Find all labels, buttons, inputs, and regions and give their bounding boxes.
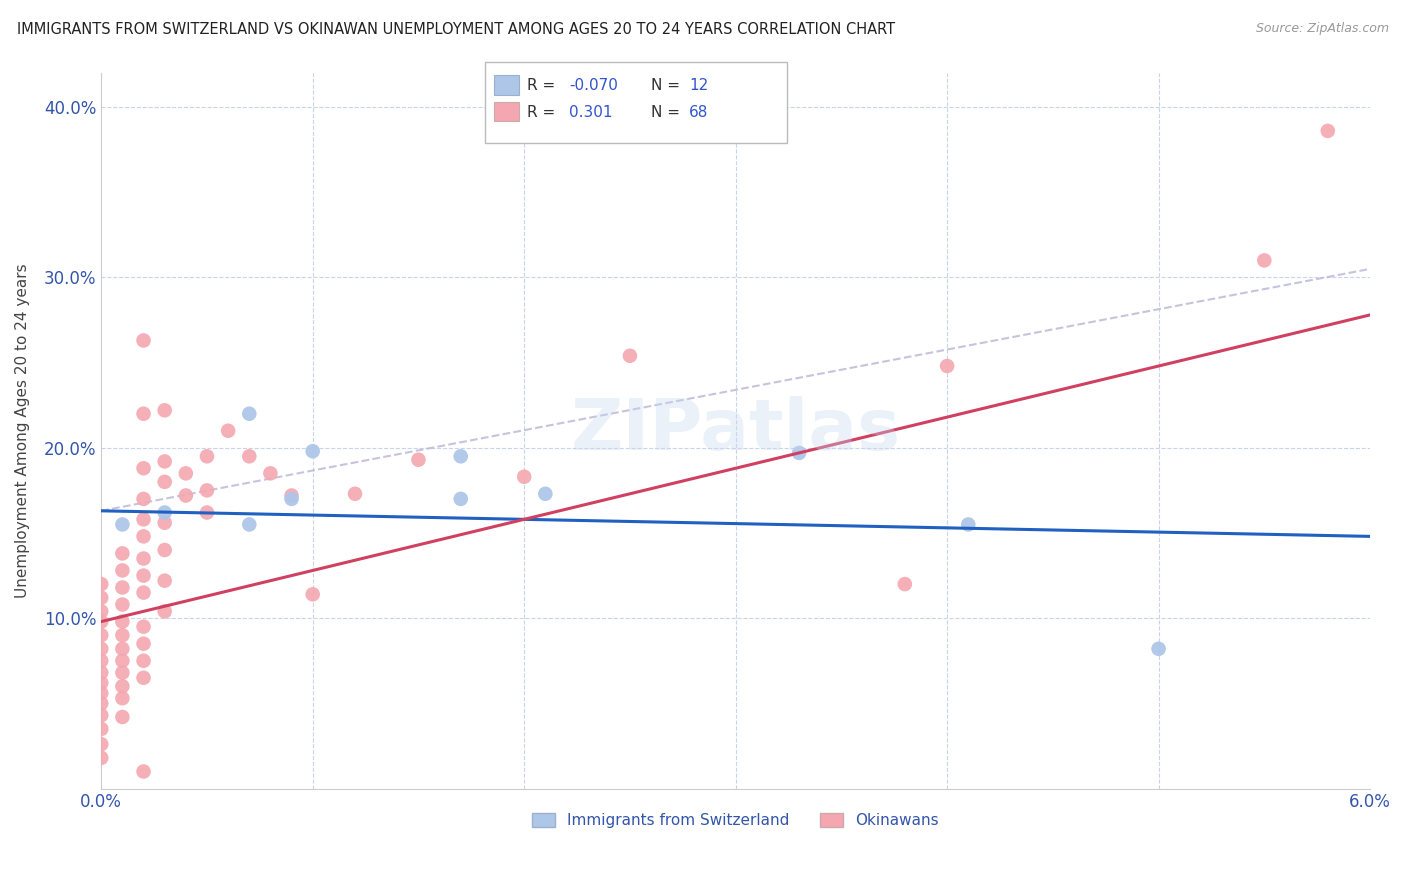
Point	[153, 475, 176, 489]
Text: R =: R =	[527, 105, 561, 120]
Point	[111, 517, 134, 532]
Point	[238, 407, 260, 421]
Text: N =: N =	[651, 105, 685, 120]
Point	[343, 487, 366, 501]
Text: 0.301: 0.301	[569, 105, 613, 120]
Point	[132, 491, 155, 506]
Point	[238, 517, 260, 532]
Point	[111, 691, 134, 706]
Point	[111, 546, 134, 560]
Point	[195, 450, 218, 464]
Point	[90, 708, 112, 723]
Point	[111, 598, 134, 612]
Point	[1316, 124, 1339, 138]
Point	[619, 349, 641, 363]
Text: R =: R =	[527, 78, 561, 93]
Point	[894, 577, 917, 591]
Point	[132, 620, 155, 634]
Point	[132, 585, 155, 599]
Point	[936, 359, 959, 373]
Point	[132, 407, 155, 421]
Point	[195, 506, 218, 520]
Text: IMMIGRANTS FROM SWITZERLAND VS OKINAWAN UNEMPLOYMENT AMONG AGES 20 TO 24 YEARS C: IMMIGRANTS FROM SWITZERLAND VS OKINAWAN …	[17, 22, 896, 37]
Point	[90, 641, 112, 656]
Point	[153, 454, 176, 468]
Point	[217, 424, 239, 438]
Point	[111, 679, 134, 693]
Point	[153, 574, 176, 588]
Point	[534, 487, 557, 501]
Point	[111, 665, 134, 680]
Point	[90, 591, 112, 605]
Point	[301, 587, 323, 601]
Point	[90, 676, 112, 690]
Point	[153, 506, 176, 520]
Text: 68: 68	[689, 105, 709, 120]
Point	[1253, 253, 1275, 268]
Text: ZIPatlas: ZIPatlas	[571, 396, 901, 466]
Text: N =: N =	[651, 78, 685, 93]
Point	[90, 615, 112, 629]
Point	[90, 577, 112, 591]
Point	[132, 551, 155, 566]
Point	[111, 615, 134, 629]
Point	[132, 654, 155, 668]
Point	[111, 564, 134, 578]
Point	[111, 641, 134, 656]
Point	[1147, 641, 1170, 656]
Point	[132, 568, 155, 582]
Point	[90, 604, 112, 618]
Point	[132, 461, 155, 475]
Point	[90, 654, 112, 668]
Point	[132, 671, 155, 685]
Point	[132, 637, 155, 651]
Text: Source: ZipAtlas.com: Source: ZipAtlas.com	[1256, 22, 1389, 36]
Point	[301, 444, 323, 458]
Point	[153, 403, 176, 417]
Point	[90, 722, 112, 736]
Point	[90, 628, 112, 642]
Point	[259, 467, 281, 481]
Point	[111, 710, 134, 724]
Point	[90, 737, 112, 751]
Point	[111, 581, 134, 595]
Legend: Immigrants from Switzerland, Okinawans: Immigrants from Switzerland, Okinawans	[526, 807, 945, 835]
Point	[195, 483, 218, 498]
Point	[408, 452, 430, 467]
Point	[90, 696, 112, 710]
Point	[153, 516, 176, 530]
Y-axis label: Unemployment Among Ages 20 to 24 years: Unemployment Among Ages 20 to 24 years	[15, 263, 30, 598]
Point	[132, 764, 155, 779]
Point	[90, 751, 112, 765]
Text: -0.070: -0.070	[569, 78, 619, 93]
Text: 12: 12	[689, 78, 709, 93]
Point	[90, 686, 112, 700]
Point	[513, 469, 536, 483]
Point	[90, 665, 112, 680]
Point	[153, 543, 176, 558]
Point	[787, 446, 810, 460]
Point	[174, 467, 197, 481]
Point	[111, 654, 134, 668]
Point	[111, 628, 134, 642]
Point	[450, 450, 472, 464]
Point	[132, 334, 155, 348]
Point	[132, 529, 155, 543]
Point	[450, 491, 472, 506]
Point	[238, 450, 260, 464]
Point	[280, 488, 302, 502]
Point	[153, 604, 176, 618]
Point	[280, 491, 302, 506]
Point	[132, 512, 155, 526]
Point	[957, 517, 980, 532]
Point	[174, 488, 197, 502]
